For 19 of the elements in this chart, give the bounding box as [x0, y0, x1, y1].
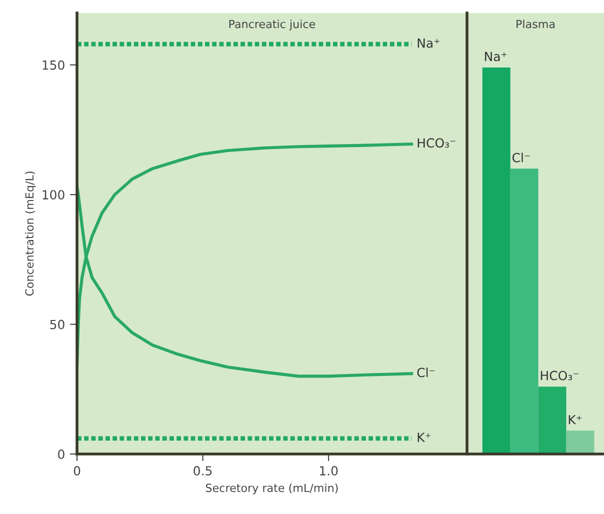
bar [482, 67, 510, 454]
y-tick-label: 150 [42, 60, 64, 70]
x-tick-label: 0 [74, 466, 80, 476]
x-tick-label: 0.5 [194, 466, 212, 476]
bar [566, 430, 594, 454]
series-label: Cl⁻ [417, 368, 435, 378]
chart-title: Plasma [516, 20, 555, 28]
series-label: K⁺ [418, 432, 431, 442]
y-axis-title: Concentration (mEq/L) [25, 172, 36, 296]
bar [538, 386, 566, 454]
x-axis-title: Secretory rate (mL/min) [206, 483, 338, 494]
y-tick-label: 50 [50, 320, 64, 330]
x-tick-label: 1.0 [320, 466, 338, 476]
y-tick-label: 100 [42, 190, 64, 200]
bar [510, 168, 538, 454]
y-tick-label: 0 [58, 449, 64, 459]
series-label: Na⁺ [418, 38, 440, 48]
series-label: HCO₃⁻ [418, 138, 456, 148]
text: Pancreatic juice [229, 20, 316, 30]
